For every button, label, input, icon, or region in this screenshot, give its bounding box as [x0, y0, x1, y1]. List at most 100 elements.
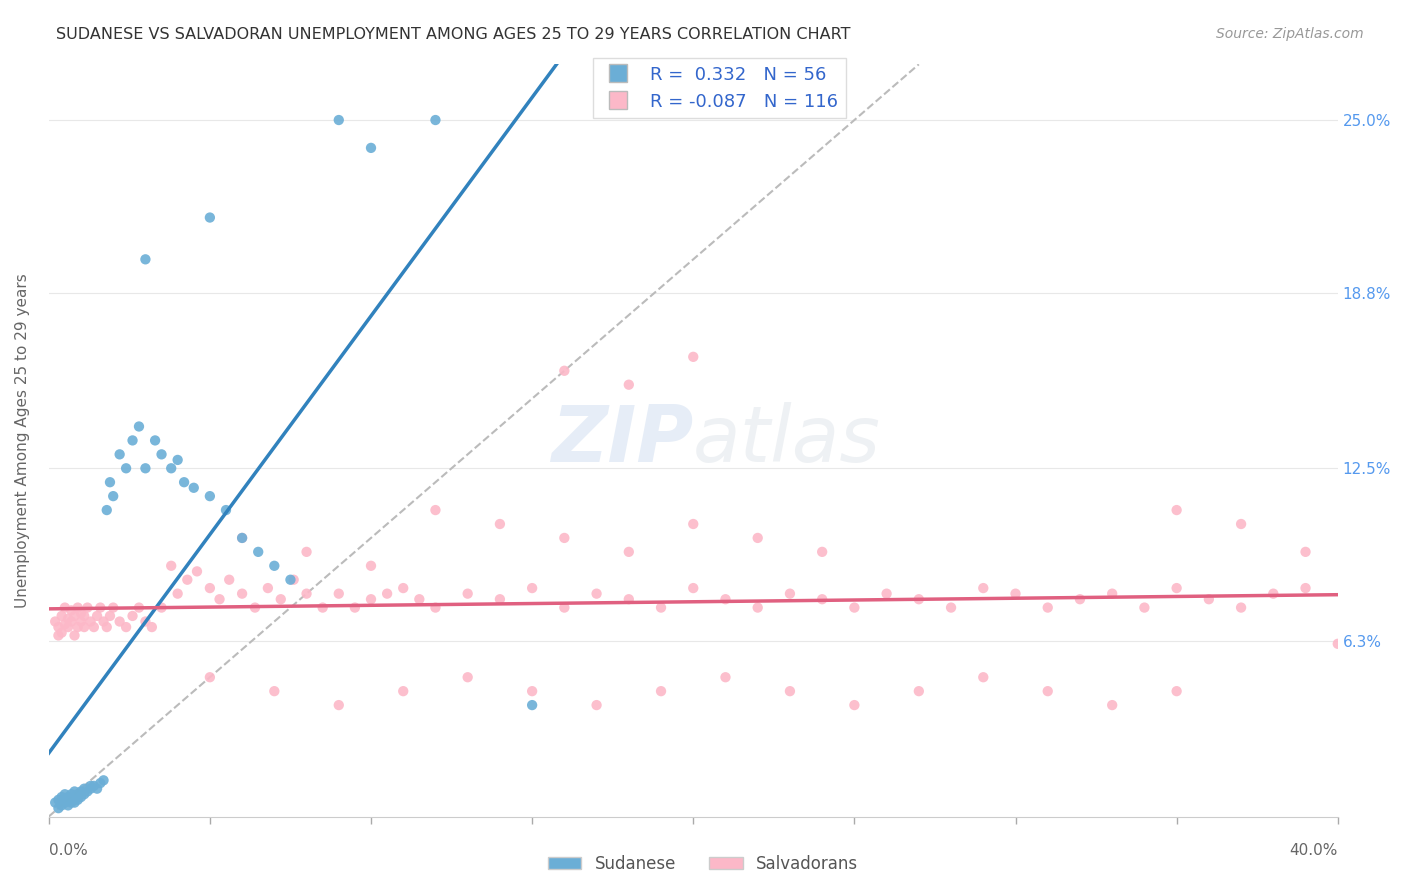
Point: [60, 793, 83, 807]
Point: [160, 461, 183, 475]
Point: [89, 600, 111, 615]
Point: [121, 609, 143, 624]
Point: [375, 587, 398, 601]
Point: [103, 600, 125, 615]
Point: [972, 670, 994, 684]
Text: Source: ZipAtlas.com: Source: ZipAtlas.com: [1216, 27, 1364, 41]
Point: [128, 600, 150, 615]
Point: [134, 461, 156, 475]
Point: [1326, 637, 1348, 651]
Point: [520, 684, 543, 698]
Point: [70, 615, 93, 629]
Point: [489, 592, 512, 607]
Point: [173, 475, 195, 490]
Point: [1133, 600, 1156, 615]
Point: [457, 587, 479, 601]
Point: [96, 620, 118, 634]
Text: SUDANESE VS SALVADORAN UNEMPLOYMENT AMONG AGES 25 TO 29 YEARS CORRELATION CHART: SUDANESE VS SALVADORAN UNEMPLOYMENT AMON…: [56, 27, 851, 42]
Point: [1101, 698, 1123, 712]
Point: [392, 684, 415, 698]
Text: 40.0%: 40.0%: [1289, 843, 1337, 858]
Point: [714, 592, 737, 607]
Point: [134, 252, 156, 267]
Point: [66, 787, 89, 801]
Point: [257, 581, 280, 595]
Point: [51, 798, 73, 813]
Point: [908, 592, 931, 607]
Point: [489, 516, 512, 531]
Point: [51, 625, 73, 640]
Point: [121, 434, 143, 448]
Point: [53, 793, 76, 807]
Text: 0.0%: 0.0%: [49, 843, 87, 858]
Point: [1198, 592, 1220, 607]
Point: [270, 592, 292, 607]
Point: [682, 350, 704, 364]
Point: [215, 503, 238, 517]
Point: [408, 592, 430, 607]
Point: [93, 615, 115, 629]
Point: [56, 612, 79, 626]
Point: [70, 790, 93, 805]
Point: [1036, 684, 1059, 698]
Point: [60, 787, 83, 801]
Point: [617, 592, 640, 607]
Point: [425, 600, 447, 615]
Point: [779, 684, 801, 698]
Point: [779, 587, 801, 601]
Point: [1166, 503, 1188, 517]
Point: [231, 587, 253, 601]
Point: [115, 620, 138, 634]
Point: [93, 773, 115, 788]
Point: [73, 781, 96, 796]
Point: [73, 787, 96, 801]
Point: [141, 620, 163, 634]
Point: [682, 581, 704, 595]
Point: [283, 573, 305, 587]
Point: [208, 592, 231, 607]
Text: ZIP: ZIP: [551, 402, 693, 478]
Point: [585, 698, 607, 712]
Point: [73, 609, 96, 624]
Point: [150, 447, 173, 461]
Point: [51, 790, 73, 805]
Point: [1036, 600, 1059, 615]
Point: [231, 531, 253, 545]
Point: [311, 600, 333, 615]
Point: [585, 587, 607, 601]
Point: [360, 141, 382, 155]
Point: [295, 545, 318, 559]
Point: [60, 603, 83, 617]
Point: [1166, 581, 1188, 595]
Point: [63, 784, 86, 798]
Point: [263, 684, 285, 698]
Point: [295, 587, 318, 601]
Point: [328, 113, 350, 128]
Point: [79, 779, 101, 793]
Point: [150, 600, 173, 615]
Point: [79, 615, 101, 629]
Point: [48, 628, 70, 642]
Legend: Sudanese, Salvadorans: Sudanese, Salvadorans: [541, 848, 865, 880]
Point: [747, 531, 769, 545]
Point: [63, 628, 86, 642]
Point: [520, 581, 543, 595]
Point: [425, 113, 447, 128]
Point: [360, 558, 382, 573]
Point: [63, 609, 86, 624]
Point: [76, 600, 98, 615]
Point: [876, 587, 898, 601]
Point: [70, 784, 93, 798]
Point: [48, 793, 70, 807]
Point: [98, 475, 121, 490]
Point: [360, 592, 382, 607]
Point: [176, 573, 198, 587]
Point: [198, 670, 221, 684]
Point: [908, 684, 931, 698]
Point: [96, 503, 118, 517]
Point: [1295, 581, 1317, 595]
Point: [198, 489, 221, 503]
Point: [617, 377, 640, 392]
Point: [811, 545, 834, 559]
Point: [343, 600, 366, 615]
